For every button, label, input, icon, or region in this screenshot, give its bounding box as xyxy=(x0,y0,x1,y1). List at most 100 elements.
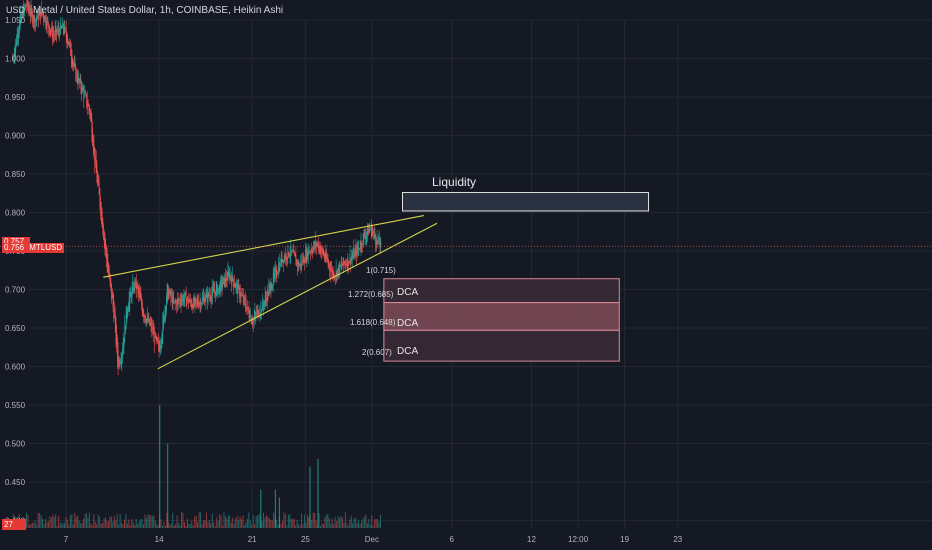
candle-body xyxy=(46,21,47,29)
volume-bar xyxy=(153,515,155,528)
candle-body xyxy=(92,136,94,152)
candle-body xyxy=(359,248,360,249)
candle-body xyxy=(136,281,137,290)
candle-body xyxy=(51,27,52,32)
volume-bar xyxy=(90,523,92,528)
candle-body xyxy=(287,246,289,259)
candle-body xyxy=(376,238,378,244)
candle-body xyxy=(273,273,275,280)
volume-bar xyxy=(115,520,117,528)
candle-body xyxy=(216,283,218,291)
y-axis[interactable]: 1.0501.0000.9500.9000.8500.8000.7500.700… xyxy=(5,16,26,526)
volume-bar xyxy=(268,518,270,528)
wedge-upper-line[interactable] xyxy=(103,215,424,278)
volume-bar xyxy=(271,520,273,528)
candle-body xyxy=(250,316,251,318)
candle-body xyxy=(259,314,261,315)
volume-bar xyxy=(109,516,111,528)
candle-body xyxy=(289,254,290,256)
wedge-lower-line[interactable] xyxy=(157,222,438,370)
candle-body xyxy=(230,275,232,279)
candle-body xyxy=(204,297,205,305)
volume-bar xyxy=(235,518,237,528)
candle-body xyxy=(318,243,319,251)
candle-body xyxy=(79,78,81,81)
candle-body xyxy=(327,257,328,262)
candle-body xyxy=(36,17,38,20)
candle-body xyxy=(323,252,325,256)
candle-body xyxy=(164,307,166,319)
candle-body xyxy=(340,263,342,266)
x-tick-label: 21 xyxy=(248,535,257,544)
candle-body xyxy=(160,341,162,347)
volume-bar xyxy=(248,512,250,528)
candle-body xyxy=(34,18,36,27)
volume-bar xyxy=(242,515,244,528)
candle-body xyxy=(315,240,317,246)
candle-body xyxy=(66,32,68,44)
candle-body xyxy=(133,280,135,290)
candle-body xyxy=(161,333,163,344)
volume-bar xyxy=(238,520,240,528)
volume-bar xyxy=(214,525,216,528)
volume-bar xyxy=(104,517,106,528)
candle-body xyxy=(267,294,269,296)
candle-body xyxy=(251,320,253,325)
candle-body xyxy=(41,8,42,17)
wedge-trendlines[interactable] xyxy=(103,215,438,370)
candle-body xyxy=(193,298,194,309)
candle-body xyxy=(60,26,62,29)
candle-body xyxy=(246,307,248,309)
candle-body xyxy=(254,311,256,319)
volume-bar xyxy=(198,512,200,528)
candle-body xyxy=(244,297,246,301)
x-axis[interactable]: 7 14 21 25 Dec 6 12 12:00 19 23 xyxy=(64,535,683,544)
candle-body xyxy=(179,299,180,301)
volume-bar xyxy=(40,515,42,528)
volume-bar xyxy=(301,513,303,528)
volume-bar xyxy=(223,512,225,528)
candle-body xyxy=(369,228,371,231)
candle-body xyxy=(258,310,259,317)
candle-body xyxy=(291,250,292,252)
candle-body xyxy=(341,264,343,266)
candle-body xyxy=(171,295,172,297)
volume-bar xyxy=(371,515,373,528)
candle-body xyxy=(353,248,355,257)
candle-body xyxy=(128,307,129,312)
candle-body xyxy=(196,300,198,301)
candle-body xyxy=(58,29,60,32)
candle-body xyxy=(191,303,193,308)
candle-body xyxy=(232,277,234,282)
volume-bar xyxy=(75,517,77,528)
candle-body xyxy=(359,248,361,250)
candle-body xyxy=(26,6,28,7)
candle-body xyxy=(95,158,97,173)
candle-body xyxy=(168,289,170,300)
volume-bar xyxy=(156,523,158,528)
candle-body xyxy=(253,318,254,324)
candle-body xyxy=(376,239,377,247)
volume-bar xyxy=(270,520,272,528)
volume-bar xyxy=(173,525,175,528)
candle-body xyxy=(304,261,306,264)
candle-body xyxy=(32,17,34,23)
volume-bar xyxy=(191,520,193,528)
volume-bar xyxy=(341,517,343,528)
candle-body xyxy=(143,311,145,319)
candle-body xyxy=(229,274,231,277)
volume-bar xyxy=(68,524,70,528)
volume-bar xyxy=(141,519,143,528)
volume-bar xyxy=(175,524,177,528)
candle-body xyxy=(214,290,216,292)
candle-body xyxy=(193,303,195,305)
volume-bar xyxy=(181,512,183,528)
volume-bar xyxy=(358,520,360,528)
candle-body xyxy=(274,269,276,277)
candle-body xyxy=(362,233,364,246)
dca-label-3: DCA xyxy=(397,346,419,357)
candle-body xyxy=(19,16,21,29)
candle-body xyxy=(275,270,277,277)
candle-body xyxy=(94,147,96,166)
